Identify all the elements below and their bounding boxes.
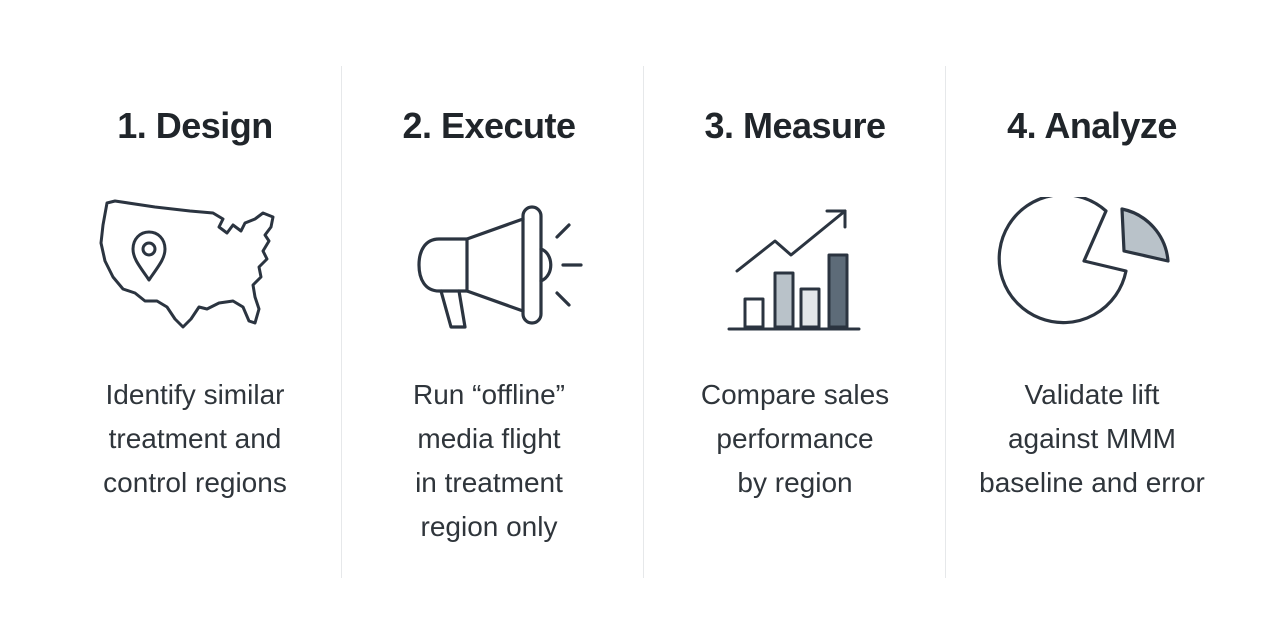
divider-2: [643, 66, 644, 578]
step-description: Compare sales performance by region: [701, 373, 889, 505]
description-line: treatment and: [108, 423, 282, 454]
description-line: Run “offline”: [412, 379, 565, 410]
divider-3: [945, 66, 946, 578]
step-execute: 2. Execute Run “offline” media flight in…: [339, 0, 639, 639]
step-title: 3. Measure: [704, 105, 886, 146]
step-design: 1. Design Identify similar treatment and…: [45, 0, 345, 639]
step-measure: 3. Measure Compare sales performance by …: [645, 0, 945, 639]
megaphone-icon: [389, 197, 589, 337]
divider-1: [341, 66, 342, 578]
description-line: in treatment: [415, 467, 563, 498]
step-description: Identify similar treatment and control r…: [103, 373, 287, 505]
description-line: Identify similar: [105, 379, 285, 410]
step-description: Validate lift against MMM baseline and e…: [979, 373, 1205, 505]
description-line: Compare sales: [700, 379, 890, 410]
step-title: 2. Execute: [402, 105, 576, 146]
description-line: against MMM: [1007, 423, 1177, 454]
pie-chart-icon: [992, 197, 1192, 337]
step-title: 1. Design: [117, 105, 273, 146]
bar-chart-trend-icon: [695, 197, 895, 337]
description-line: by region: [737, 467, 853, 498]
step-description: Run “offline” media flight in treatment …: [413, 373, 565, 549]
description-line: region only: [420, 511, 558, 542]
description-line: baseline and error: [979, 467, 1205, 498]
description-line: control regions: [103, 467, 287, 498]
description-line: media flight: [417, 423, 561, 454]
description-line: performance: [716, 423, 874, 454]
step-analyze: 4. Analyze Validate lift against MMM bas…: [942, 0, 1242, 639]
us-map-pin-icon: [95, 197, 295, 337]
description-line: Validate lift: [1024, 379, 1160, 410]
step-title: 4. Analyze: [1007, 105, 1177, 146]
